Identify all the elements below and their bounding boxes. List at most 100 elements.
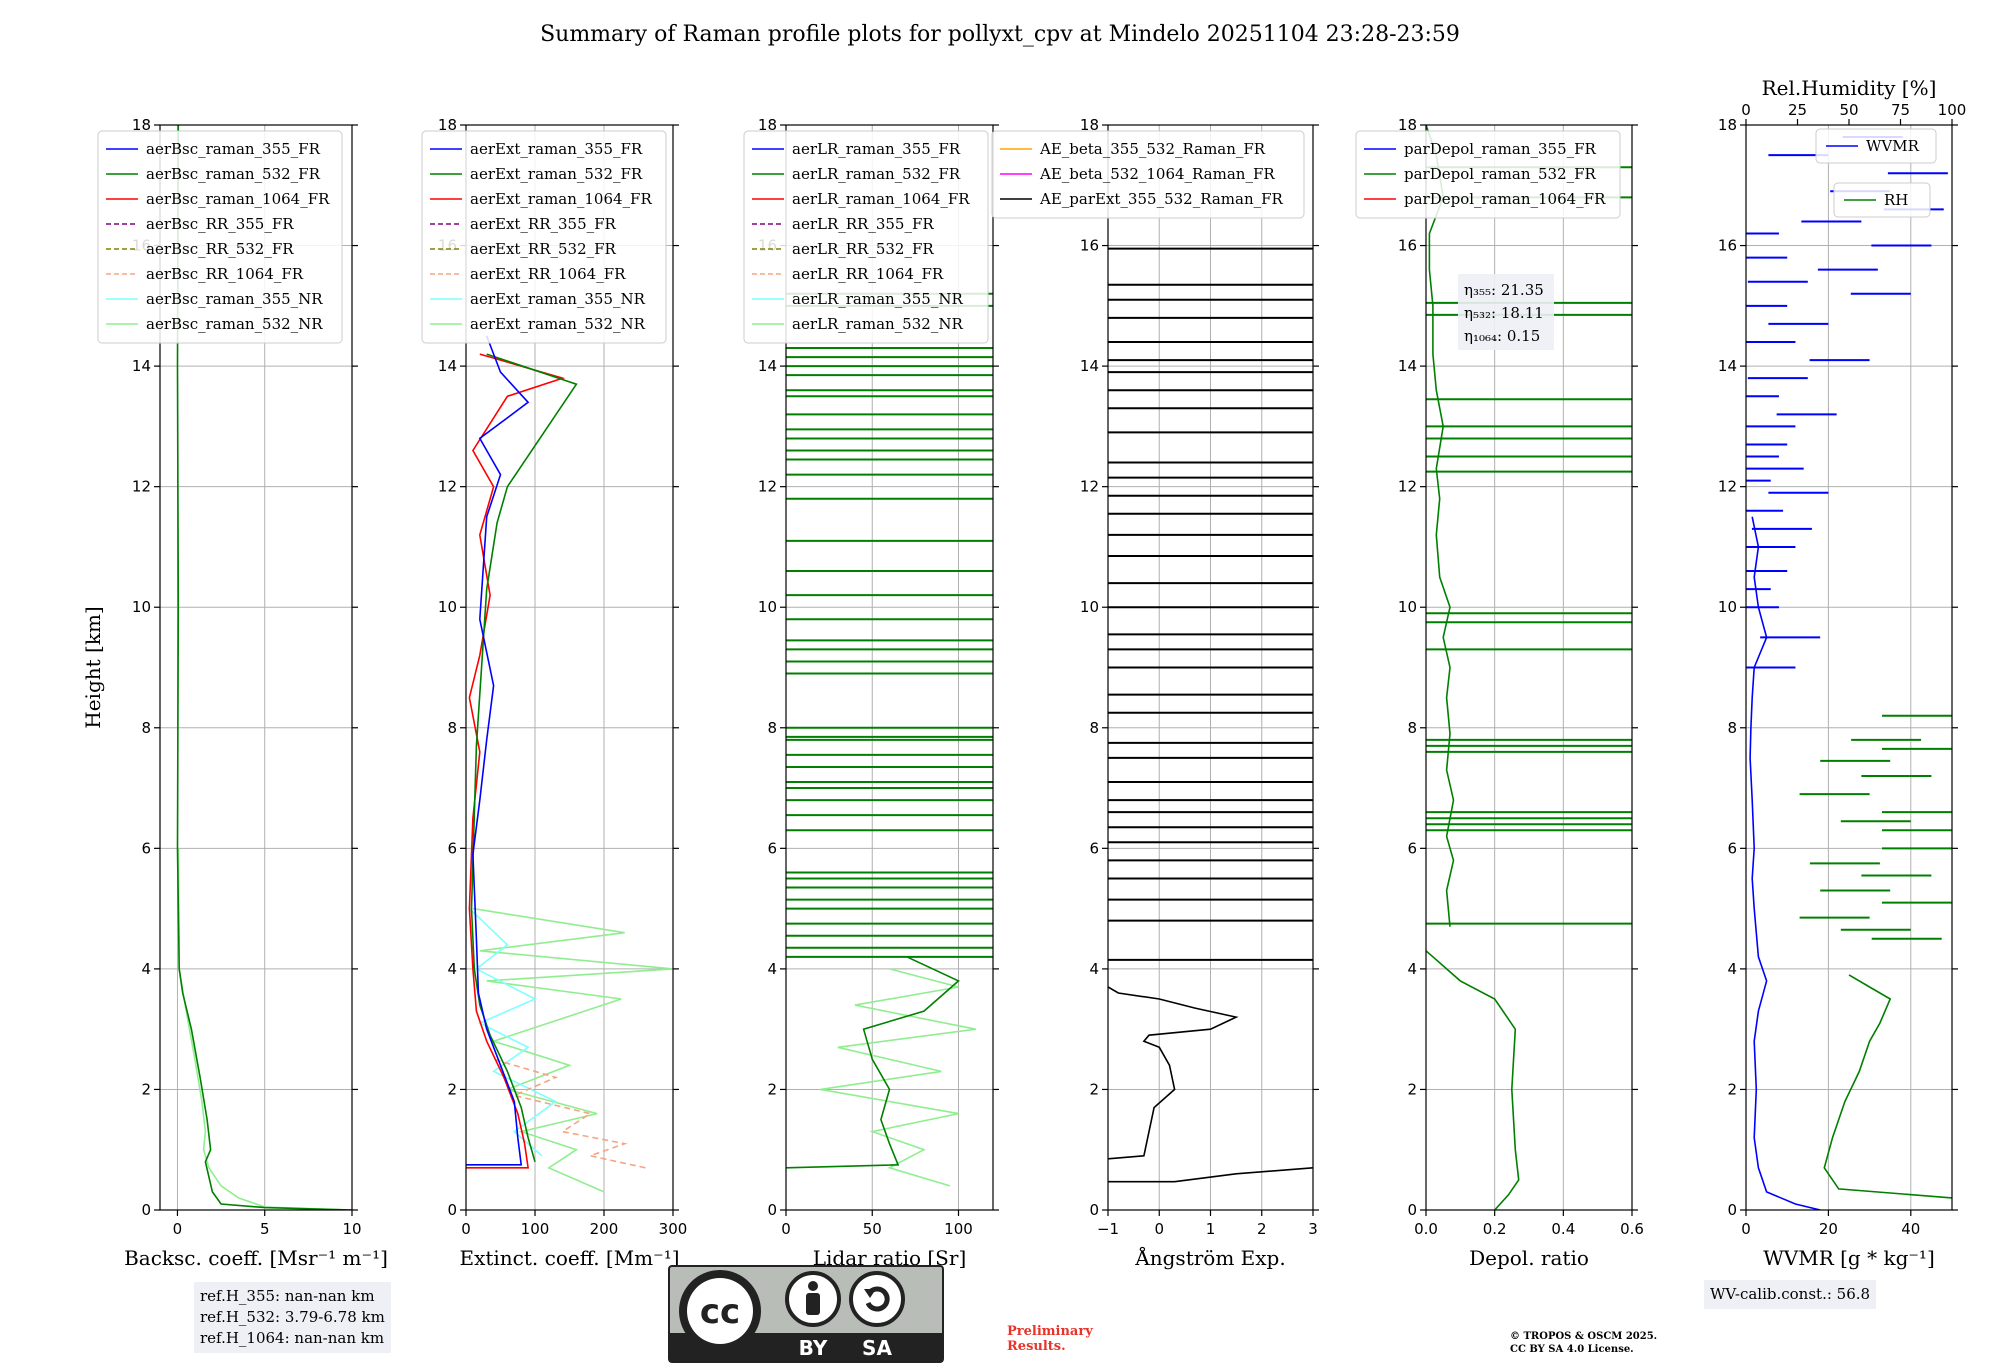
x-tick-label: 300 (659, 1220, 688, 1238)
legend-label: aerLR_RR_1064_FR (792, 265, 944, 283)
legend-label: aerBsc_raman_355_FR (146, 140, 321, 158)
axes-frame-bsc (159, 124, 353, 1211)
x-tick-label: 20 (1819, 1220, 1838, 1238)
copyright-note: © TROPOS & OSCM 2025. CC BY SA 4.0 Licen… (1510, 1330, 1657, 1356)
legend-box (421, 130, 667, 344)
y-tick-label: 2 (1089, 1080, 1099, 1098)
axes-frame-depol (1425, 124, 1633, 1211)
y-tick-label: 10 (1398, 598, 1417, 616)
eta-value: η₁₀₆₄: 0.15 (1464, 327, 1540, 345)
legend-box (1355, 130, 1621, 219)
legend-label: aerExt_RR_355_FR (470, 215, 617, 233)
cc-logo-text: cc (700, 1292, 740, 1332)
y-tick-label: 8 (1727, 719, 1737, 737)
y-tick-label: 4 (767, 960, 777, 978)
legend-label: AE_beta_355_532_Raman_FR (1039, 140, 1266, 158)
y-tick-label: 0 (1407, 1201, 1417, 1219)
y-tick-label: 2 (1727, 1080, 1737, 1098)
plot-area-ae (1108, 247, 1313, 1183)
ref-height-355: ref.H_355: nan-nan km (200, 1287, 375, 1305)
y-tick-label: 16 (1718, 237, 1737, 255)
y-tick-label: 4 (1407, 960, 1417, 978)
plot-area-lr (786, 292, 993, 1187)
y-tick-label: 10 (758, 598, 777, 616)
legend-label: aerExt_raman_532_NR (470, 315, 646, 333)
series-line-aerbsc-raman-532-fr (176, 125, 352, 1210)
legend-label: aerLR_RR_355_FR (792, 215, 934, 233)
x-tick-label: 3 (1308, 1220, 1318, 1238)
y-tick-label: 18 (1718, 116, 1737, 134)
legend-box (1815, 128, 1937, 164)
y-tick-label: 8 (447, 719, 457, 737)
legend-box (1833, 182, 1931, 218)
y-tick-label: 0 (1727, 1201, 1737, 1219)
y-tick-label: 8 (767, 719, 777, 737)
x-tick-label: 0 (1154, 1220, 1164, 1238)
legend-label: aerExt_raman_355_NR (470, 290, 646, 308)
legend-label: RH (1884, 191, 1908, 209)
y-tick-label: 6 (447, 839, 457, 857)
eta-value: η₅₃₂: 18.11 (1464, 304, 1544, 322)
x-tick-label: 5 (260, 1220, 270, 1238)
legend-box (743, 130, 989, 344)
y-tick-label: 12 (758, 478, 777, 496)
legend-label: aerExt_RR_532_FR (470, 240, 617, 258)
series-line-aerext-raman-355-nr (468, 908, 558, 1157)
x-axis-label: Backsc. coeff. [Msr⁻¹ m⁻¹] (124, 1246, 388, 1270)
ref-height-532: ref.H_532: 3.79-6.78 km (200, 1308, 385, 1326)
series-line-aerext-raman-532-nr (472, 907, 673, 1193)
preliminary-line-1: Preliminary (1007, 1324, 1093, 1339)
plot-area-bsc (176, 125, 352, 1210)
x-axis-label: Extinct. coeff. [Mm⁻¹] (459, 1246, 679, 1270)
y-axis-label: Height [km] (81, 606, 105, 728)
y-tick-label: 8 (1407, 719, 1417, 737)
y-tick-label: 6 (1089, 839, 1099, 857)
y-tick-label: 14 (438, 357, 457, 375)
y-tick-label: 0 (141, 1201, 151, 1219)
y-tick-label: 18 (132, 116, 151, 134)
legend-label: WVMR (1866, 137, 1920, 155)
legend-depol: parDepol_raman_355_FR parDepol_raman_532_… (1355, 130, 1621, 219)
y-tick-label: 18 (758, 116, 777, 134)
legend-box (97, 130, 343, 344)
panel-depol: 0 2 4 6 8 10 12 14 16 18 0.0 0.2 0.4 0.6 Depol. ratio p… (1355, 116, 1644, 1270)
y-tick-label: 6 (1407, 839, 1417, 857)
legend-ae: AE_beta_355_532_Raman_FR AE_beta_532_1064… (991, 130, 1305, 219)
y-tick-label: 2 (1407, 1080, 1417, 1098)
x-tick-label: 40 (1901, 1220, 1920, 1238)
y-tick-label: 2 (447, 1080, 457, 1098)
legend-wvmr: WVMR (1815, 128, 1937, 164)
legend-label: aerBsc_RR_532_FR (146, 240, 294, 258)
x-tick-label: 0 (1741, 1220, 1751, 1238)
axes-frame-lr (785, 124, 994, 1211)
x-tick-label: 2 (1257, 1220, 1267, 1238)
x-axis-label: WVMR [g * kg⁻¹] (1763, 1246, 1935, 1270)
legend-ext: aerExt_raman_355_FR aerExt_raman_532_FRae… (421, 130, 667, 344)
plot-area-ext (466, 335, 673, 1193)
cc-license-badge: cc BY SA (668, 1265, 944, 1363)
axes-frame-ext (465, 124, 674, 1211)
y-tick-label: 14 (1718, 357, 1737, 375)
series-line-ae-parext-355-532-raman-fr (1108, 986, 1239, 1160)
x-tick-label: 0 (781, 1220, 791, 1238)
series-line-pardepol-raman-532-fr (1426, 125, 1455, 927)
sa-share-alike-icon (849, 1271, 905, 1327)
legend-rh: RH (1833, 182, 1931, 218)
legend-label: aerLR_RR_532_FR (792, 240, 934, 258)
y-tick-label: 12 (1080, 478, 1099, 496)
y-tick-label: 4 (1727, 960, 1737, 978)
legend-label: parDepol_raman_532_FR (1404, 165, 1597, 183)
top-x-tick-label: 75 (1891, 101, 1910, 119)
y-tick-label: 14 (758, 357, 777, 375)
legend-label: AE_parExt_355_532_Raman_FR (1039, 190, 1284, 208)
series-line-wvmr (1749, 516, 1821, 1210)
x-tick-label: 0.6 (1620, 1220, 1644, 1238)
series-line-aerlr-raman-532-nr (820, 968, 976, 1187)
series-line-aerext-raman-532-fr (470, 353, 578, 1163)
legend-label: aerExt_raman_1064_FR (470, 190, 652, 208)
reference-height-box: ref.H_355: nan-nan km ref.H_532: 3.79-6.… (194, 1282, 391, 1353)
legend-label: aerLR_raman_355_NR (792, 290, 963, 308)
